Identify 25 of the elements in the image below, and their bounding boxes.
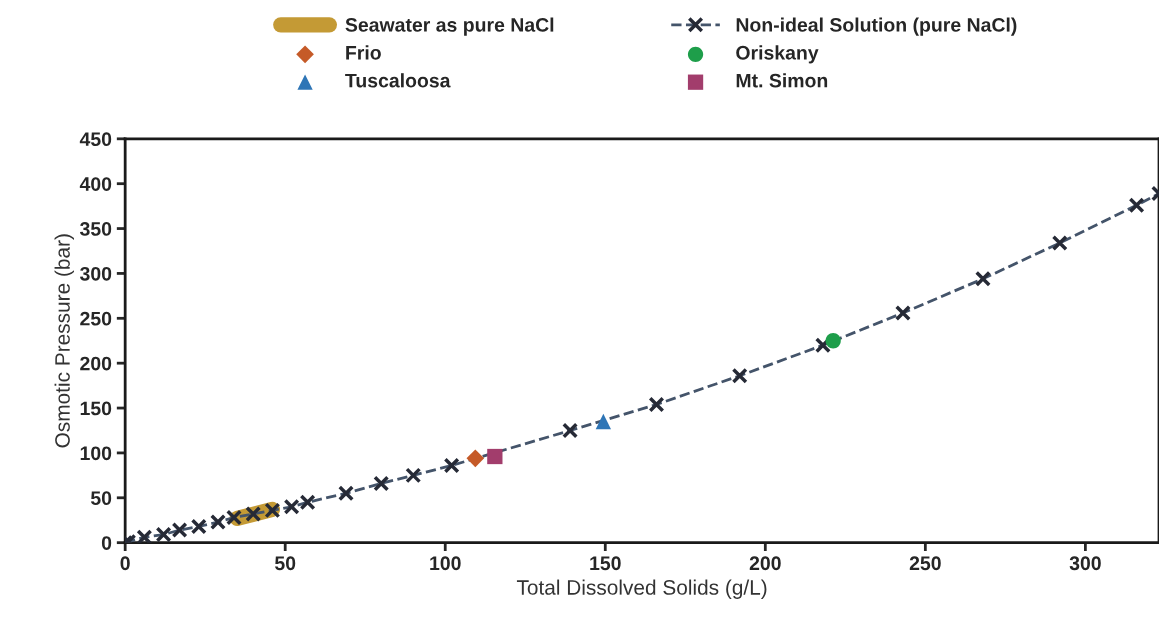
x-tick-label: 200 bbox=[749, 556, 781, 571]
x-tick-label: 150 bbox=[590, 556, 621, 571]
y-tick-label: 350 bbox=[79, 222, 112, 236]
y-tick-label: 300 bbox=[79, 266, 112, 281]
x-tick-label: 0 bbox=[120, 556, 130, 571]
x-tick-label: 300 bbox=[1069, 556, 1101, 571]
legend-label: Seawater as pure NaCl bbox=[345, 17, 554, 36]
legend-label: Tuscaloosa bbox=[345, 73, 451, 88]
y-tick-label: 0 bbox=[101, 536, 112, 550]
legend-label: Non-ideal Solution (pure NaCl) bbox=[736, 17, 1017, 36]
y-tick-label: 250 bbox=[80, 311, 112, 326]
y-tick-label: 150 bbox=[80, 401, 112, 416]
legend-label: Oriskany bbox=[736, 45, 819, 64]
x-tick-label: 250 bbox=[909, 556, 941, 571]
y-tick-label: 200 bbox=[80, 356, 112, 371]
y-tick-label: 100 bbox=[80, 446, 112, 461]
y-axis-title: Osmotic Pressure (bar) bbox=[54, 234, 74, 448]
y-tick-label: 450 bbox=[79, 132, 112, 147]
y-tick-label: 50 bbox=[90, 491, 112, 506]
legend-label: Mt. Simon bbox=[736, 73, 828, 88]
legend-label: Frio bbox=[346, 45, 381, 60]
x-tick-label: 50 bbox=[274, 556, 296, 571]
y-tick-label: 400 bbox=[79, 177, 112, 191]
x-tick-label: 100 bbox=[430, 556, 461, 571]
x-axis-title: Total Dissolved Solids (g/L) bbox=[516, 579, 767, 599]
